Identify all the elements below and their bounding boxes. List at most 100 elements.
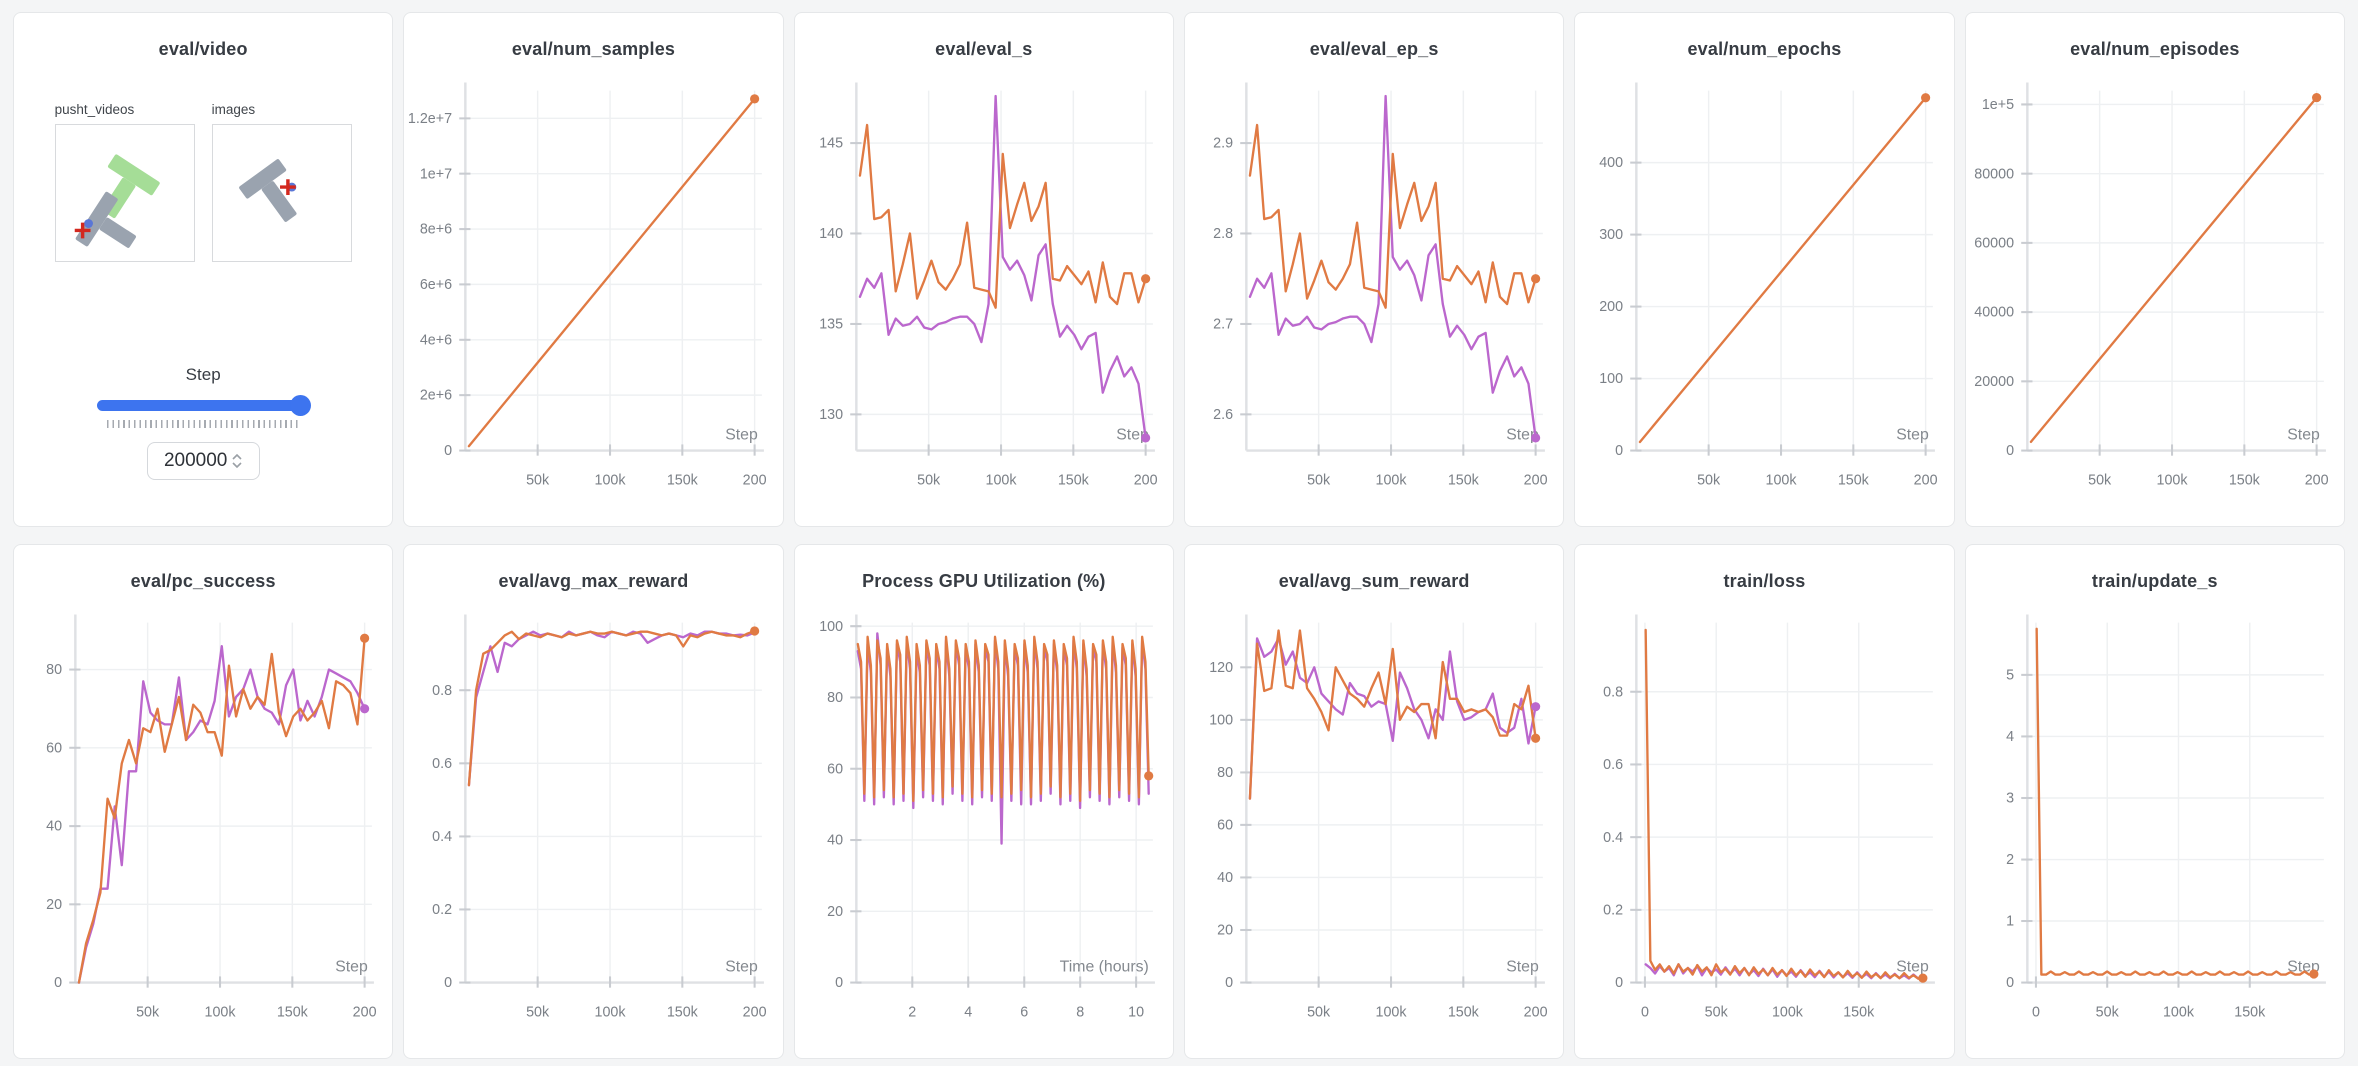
chart-title: eval/pc_success: [130, 571, 276, 591]
chart-title: Process GPU Utilization (%): [862, 571, 1106, 591]
svg-text:200: 200: [1524, 472, 1548, 488]
svg-text:200: 200: [353, 1004, 377, 1020]
slider-handle[interactable]: [290, 395, 312, 416]
svg-text:20: 20: [46, 897, 62, 913]
svg-text:50k: 50k: [526, 472, 550, 488]
svg-text:Step: Step: [726, 958, 759, 975]
chart-title: eval/eval_ep_s: [1309, 39, 1439, 59]
panel-eval-pc-success: eval/pc_success 50k 100k 150k 200 0 20 40 60 80 S…: [13, 544, 394, 1059]
chart-canvas-eval-ep-s[interactable]: 50k 100k 150k 200 2.6 2.7 2.8 2.9 Step: [1185, 62, 1563, 524]
chevron-down-icon[interactable]: [232, 462, 242, 468]
svg-text:150k: 150k: [1448, 472, 1480, 488]
svg-text:50k: 50k: [917, 472, 941, 488]
svg-text:4: 4: [2006, 729, 2014, 745]
agent-dot: [83, 219, 93, 228]
svg-text:6e+6: 6e+6: [420, 277, 452, 293]
svg-text:8: 8: [1076, 1004, 1084, 1020]
svg-text:130: 130: [819, 407, 843, 423]
svg-text:3: 3: [2006, 791, 2014, 807]
svg-text:200: 200: [2304, 472, 2328, 488]
chart-canvas-train-loss[interactable]: 0 50k 100k 150k 0 0.2 0.4 0.6 0.8 Step: [1575, 594, 1953, 1056]
chart-canvas-pc-success[interactable]: 50k 100k 150k 200 0 20 40 60 80 Step: [14, 594, 392, 1056]
svg-text:0.2: 0.2: [433, 902, 453, 918]
svg-text:0: 0: [1615, 443, 1623, 459]
svg-text:4: 4: [964, 1004, 972, 1020]
svg-text:40: 40: [827, 833, 843, 849]
svg-text:Time (hours): Time (hours): [1059, 958, 1148, 975]
svg-text:8e+6: 8e+6: [420, 222, 452, 238]
panel-eval-video: eval/video pusht_videos: [13, 12, 394, 527]
svg-text:145: 145: [819, 136, 843, 152]
media-key-label: images: [211, 102, 256, 117]
svg-text:100: 100: [1209, 712, 1233, 728]
svg-text:200: 200: [1524, 1004, 1548, 1020]
step-slider[interactable]: [97, 395, 312, 416]
svg-text:60000: 60000: [1974, 235, 2014, 251]
svg-text:150k: 150k: [1844, 1004, 1876, 1020]
svg-text:40: 40: [46, 819, 62, 835]
chart-canvas-avg-sum-reward[interactable]: 50k 100k 150k 200 0 20 40 60 80 100 120 Step: [1185, 594, 1563, 1056]
svg-text:150k: 150k: [1448, 1004, 1480, 1020]
video-thumbnail-pusht[interactable]: [54, 124, 195, 262]
panel-train-update-s: train/update_s 0 50k 100k 150k 0 1 2 3 4 5 Step: [1964, 544, 2345, 1059]
svg-text:100k: 100k: [205, 1004, 237, 1020]
svg-text:100k: 100k: [2156, 472, 2188, 488]
svg-text:0: 0: [54, 975, 62, 991]
svg-text:0: 0: [1641, 1004, 1649, 1020]
panel-eval-eval-ep-s: eval/eval_ep_s 50k 100k 150k 200 2.6 2.7 2.8 2.…: [1184, 12, 1565, 527]
chart-canvas-num-episodes[interactable]: 50k 100k 150k 200 0 20000 40000 60000 80000 1e+5 S…: [1966, 62, 2344, 524]
svg-text:100k: 100k: [1772, 1004, 1804, 1020]
svg-text:0: 0: [1225, 975, 1233, 991]
svg-text:80: 80: [1217, 765, 1233, 781]
panel-eval-num-episodes: eval/num_episodes 50k 100k 150k 200 0 20000 40…: [1964, 12, 2345, 527]
svg-text:40: 40: [1217, 870, 1233, 886]
svg-text:400: 400: [1600, 155, 1624, 171]
svg-text:80: 80: [827, 690, 843, 706]
stepper-arrows[interactable]: [232, 454, 242, 468]
chart-title: train/loss: [1723, 571, 1806, 591]
target-cross: [279, 179, 296, 195]
svg-text:4e+6: 4e+6: [420, 332, 452, 348]
svg-text:2.7: 2.7: [1213, 317, 1233, 333]
svg-text:50k: 50k: [526, 1004, 550, 1020]
svg-text:20: 20: [1217, 923, 1233, 939]
svg-text:Step: Step: [1116, 426, 1149, 443]
chart-canvas-eval-s[interactable]: 50k 100k 150k 200 130 135 140 145 Step: [795, 62, 1173, 524]
svg-text:0.8: 0.8: [1604, 684, 1624, 700]
svg-text:150k: 150k: [667, 1004, 699, 1020]
panel-train-loss: train/loss 0 50k 100k 150k 0 0.2 0.4 0.6 0.8 Step: [1574, 544, 1955, 1059]
svg-text:2.8: 2.8: [1213, 226, 1233, 242]
slider-track[interactable]: [97, 395, 312, 416]
svg-text:2.9: 2.9: [1213, 136, 1233, 152]
chart-canvas-num-epochs[interactable]: 50k 100k 150k 200 0 100 200 300 400 Step: [1575, 62, 1953, 524]
step-input[interactable]: 200000: [146, 442, 260, 480]
svg-text:2e+6: 2e+6: [420, 388, 452, 404]
svg-text:200: 200: [1914, 472, 1938, 488]
svg-text:0: 0: [1615, 975, 1623, 991]
media-key-label: pusht_videos: [54, 102, 135, 117]
svg-text:80: 80: [46, 662, 62, 678]
svg-text:Step: Step: [726, 426, 759, 443]
svg-text:200: 200: [743, 1004, 767, 1020]
pusht-video-frame: [74, 154, 160, 248]
panel-eval-avg-max-reward: eval/avg_max_reward 50k 100k 150k 200 0 0.2 0.…: [403, 544, 784, 1059]
svg-text:135: 135: [819, 317, 843, 333]
media-thumbnails: pusht_videos: [14, 102, 392, 262]
svg-text:5: 5: [2006, 667, 2014, 683]
panel-eval-num-samples: eval/num_samples 50k 100k 150k 200 0 2e+6 4e+6…: [403, 12, 784, 527]
chevron-up-icon[interactable]: [232, 454, 242, 460]
svg-text:2: 2: [2006, 852, 2014, 868]
svg-text:0: 0: [2006, 443, 2014, 459]
target-cross: [74, 222, 91, 239]
svg-text:150k: 150k: [1838, 472, 1870, 488]
svg-text:200: 200: [1133, 472, 1157, 488]
svg-text:80000: 80000: [1974, 166, 2014, 182]
image-thumbnail[interactable]: [211, 124, 352, 262]
step-slider-label: Step: [185, 365, 221, 384]
svg-text:Step: Step: [1506, 958, 1539, 975]
svg-text:100: 100: [1600, 371, 1624, 387]
chart-canvas-num-samples[interactable]: 50k 100k 150k 200 0 2e+6 4e+6 6e+6 8e+6 1e+7 1.2e+…: [404, 62, 782, 524]
chart-canvas-avg-max-reward[interactable]: 50k 100k 150k 200 0 0.2 0.4 0.6 0.8 Step: [404, 594, 782, 1056]
